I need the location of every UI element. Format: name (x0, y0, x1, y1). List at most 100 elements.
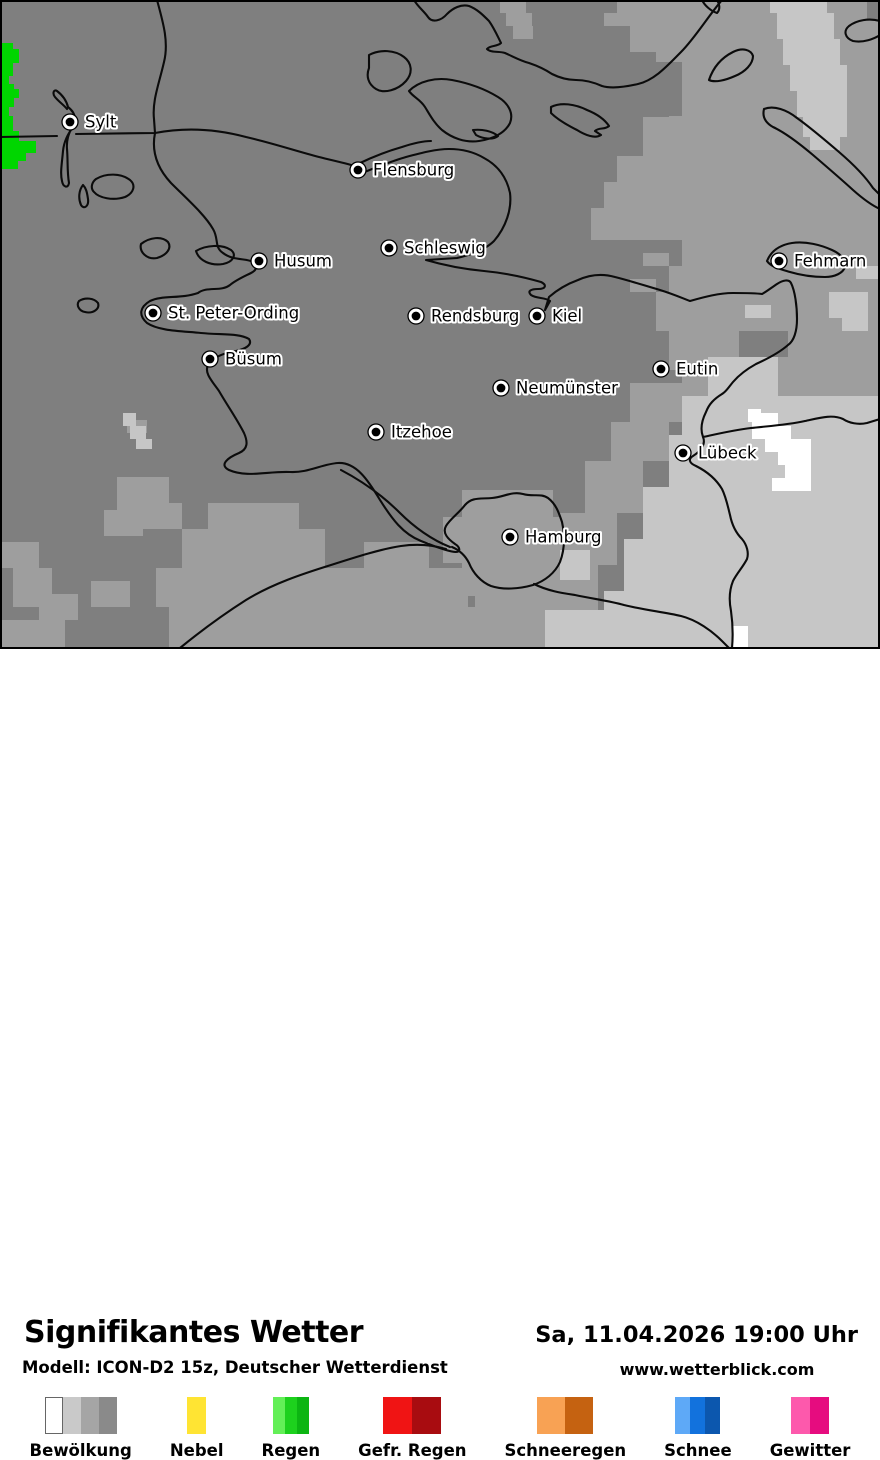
island-fehmarn (765, 241, 847, 279)
city-markers: Sylt Flensburg Schleswig Husum Fehmarn St. Pe… (61, 111, 868, 549)
city-dot (384, 243, 394, 253)
city-label: Flensburg (373, 161, 454, 180)
legend-label: Nebel (169, 1441, 224, 1460)
city-label: Husum (274, 252, 332, 271)
legend-group-schneeregen: Schneeregen (504, 1397, 627, 1460)
city-dot (254, 256, 264, 266)
legend-swatch (98, 1397, 117, 1434)
legend-swatch (62, 1397, 81, 1434)
city-dot (774, 256, 784, 266)
legend-swatch (412, 1397, 442, 1434)
map-frame (0, 0, 880, 649)
legend-swatch (284, 1397, 297, 1434)
city-marker-l-beck: Lübeck (674, 442, 759, 465)
legend-group-bewölkung: Bewölkung (30, 1397, 132, 1460)
city-marker-neum-nster: Neumünster (492, 377, 620, 400)
legend-swatches (272, 1397, 309, 1434)
city-dot (371, 427, 381, 437)
city-marker-flensburg: Flensburg (349, 159, 456, 182)
city-marker-schleswig: Schleswig (380, 237, 488, 260)
city-marker-st-peter-ording: St. Peter-Ording (144, 302, 301, 325)
footer: Signifikantes Wetter Sa, 11.04.2026 19:0… (0, 649, 880, 1460)
legend-swatch (690, 1397, 706, 1434)
legend-swatches (537, 1397, 594, 1434)
city-label: Sylt (85, 113, 117, 132)
legend-group-gefr-regen: Gefr. Regen (358, 1397, 467, 1460)
legend-swatch (296, 1397, 309, 1434)
legend-swatch (44, 1397, 63, 1434)
coastlines (0, 0, 880, 649)
city-marker-rendsburg: Rendsburg (407, 305, 521, 328)
legend-swatches (675, 1397, 721, 1434)
city-dot (678, 448, 688, 458)
legend-swatch (705, 1397, 721, 1434)
islands-als-area (366, 50, 513, 143)
city-label: Fehmarn (794, 252, 866, 271)
legend-label: Regen (261, 1441, 321, 1460)
city-marker-b-sum: Büsum (201, 348, 284, 371)
city-label: Rendsburg (431, 307, 519, 326)
legend-swatch (537, 1397, 566, 1434)
legend-label: Bewölkung (29, 1441, 132, 1460)
city-marker-fehmarn: Fehmarn (770, 250, 868, 273)
website-url: www.wetterblick.com (619, 1360, 815, 1379)
city-marker-itzehoe: Itzehoe (367, 421, 454, 444)
coast-elbe-southeast (532, 582, 731, 649)
forecast-datetime: Sa, 11.04.2026 19:00 Uhr (535, 1322, 858, 1348)
city-dot (353, 165, 363, 175)
city-marker-husum: Husum (250, 250, 334, 273)
city-dot (505, 532, 515, 542)
legend-swatches (791, 1397, 830, 1434)
city-label: Neumünster (516, 379, 618, 398)
coast-elbe-south-bank (178, 543, 448, 649)
legend-swatch (80, 1397, 99, 1434)
legend-swatch (565, 1397, 594, 1434)
legend-swatches (383, 1397, 442, 1434)
legend-label: Schnee (664, 1441, 732, 1460)
page-title: Signifikantes Wetter (24, 1315, 364, 1350)
weather-legend: Bewölkung Nebel Regen Gefr. Regen Schneerege… (0, 1397, 880, 1460)
coast-danish-top (412, 0, 724, 89)
legend-label: Schneeregen (504, 1441, 627, 1460)
coast-baltic-main (356, 139, 880, 649)
islands-danish-baltic (549, 0, 880, 211)
city-dot (411, 311, 421, 321)
city-label: Hamburg (525, 528, 602, 547)
city-label: Lübeck (698, 444, 757, 463)
legend-swatch (810, 1397, 830, 1434)
legend-swatch (675, 1397, 691, 1434)
city-label: Schleswig (404, 239, 486, 258)
city-dot (532, 311, 542, 321)
legend-swatch (791, 1397, 811, 1434)
city-marker-kiel: Kiel (528, 305, 584, 328)
legend-swatch (272, 1397, 285, 1434)
border-line (0, 128, 360, 169)
city-dot (148, 308, 158, 318)
legend-group-nebel: Nebel (170, 1397, 224, 1460)
city-label: Itzehoe (391, 423, 452, 442)
city-marker-eutin: Eutin (652, 358, 720, 381)
coast-elbe-channel (339, 468, 452, 549)
city-dot (205, 354, 215, 364)
islands-north-frisian (76, 173, 235, 314)
legend-group-gewitter: Gewitter (769, 1397, 851, 1460)
city-marker-hamburg: Hamburg (501, 526, 604, 549)
city-dot (496, 383, 506, 393)
legend-swatch (383, 1397, 413, 1434)
city-dot (656, 364, 666, 374)
legend-group-regen: Regen (261, 1397, 321, 1460)
city-label: Eutin (676, 360, 718, 379)
weather-map: Sylt Flensburg Schleswig Husum Fehmarn St. Pe… (0, 0, 880, 649)
city-label: Büsum (225, 350, 282, 369)
city-dot (65, 117, 75, 127)
legend-swatch (187, 1397, 207, 1434)
city-label: Kiel (552, 307, 582, 326)
model-info: Modell: ICON-D2 15z, Deutscher Wetterdie… (22, 1358, 448, 1377)
legend-label: Gefr. Regen (358, 1441, 467, 1460)
city-label: St. Peter-Ording (168, 304, 299, 323)
legend-swatches (44, 1397, 117, 1434)
legend-group-schnee: Schnee (664, 1397, 732, 1460)
legend-label: Gewitter (769, 1441, 851, 1460)
legend-swatches (187, 1397, 207, 1434)
city-marker-sylt: Sylt (61, 111, 119, 134)
